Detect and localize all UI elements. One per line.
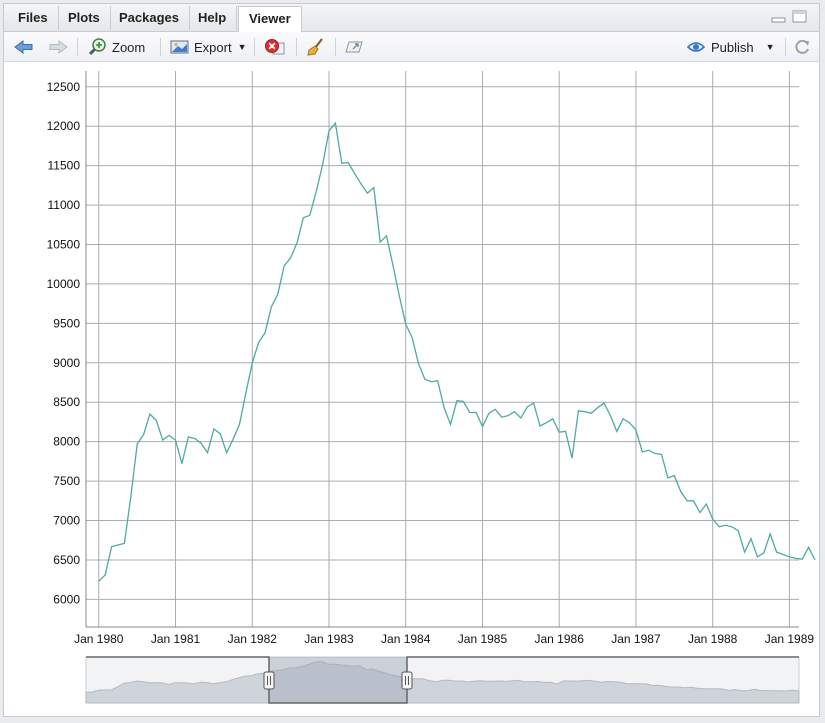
pane-tab-bar: Files Plots Packages Help Viewer (4, 4, 819, 32)
series-line (98, 121, 816, 582)
x-tick-label: Jan 1988 (688, 632, 738, 646)
range-outline (86, 656, 799, 704)
viewer-pane: Files Plots Packages Help Viewer Zoom (3, 3, 820, 717)
dygraph-chart[interactable]: 6000 6500 7000 7500 8000 8500 9000 9500 10000 105… (4, 62, 819, 712)
x-tick-label: Jan 1985 (458, 632, 508, 646)
y-tick-label: 8500 (53, 395, 80, 409)
x-tick-label: Jan 1980 (74, 632, 124, 646)
minimize-icon[interactable] (771, 10, 786, 23)
y-tick-label: 12500 (47, 80, 81, 94)
y-tick-label: 9000 (53, 356, 80, 370)
y-tick-label: 10000 (47, 277, 81, 291)
range-selected-window[interactable] (269, 657, 407, 703)
range-selector[interactable] (85, 656, 800, 704)
clear-broom-icon[interactable] (306, 37, 326, 57)
popout-icon[interactable] (344, 37, 364, 57)
tab-plots[interactable]: Plots (58, 6, 111, 30)
x-tick-label: Jan 1989 (765, 632, 815, 646)
y-tick-label: 12000 (47, 119, 81, 133)
tab-packages[interactable]: Packages (109, 6, 190, 30)
x-axis-tick-labels: Jan 1980 Jan 1981 Jan 1982 Jan 1983 Jan 1984… (74, 632, 814, 646)
x-tick-label: Jan 1981 (151, 632, 201, 646)
x-tick-label: Jan 1982 (228, 632, 278, 646)
viewer-toolbar: Zoom Export ▼ Publish ▼ (4, 32, 819, 62)
tab-help[interactable]: Help (188, 6, 238, 30)
chevron-down-icon: ▼ (237, 42, 247, 52)
export-label: Export (194, 39, 232, 55)
export-button[interactable]: Export ▼ (170, 37, 247, 57)
tab-files[interactable]: Files (8, 6, 59, 30)
x-tick-label: Jan 1983 (304, 632, 354, 646)
y-tick-label: 11500 (48, 159, 81, 173)
remove-plot-icon[interactable] (264, 37, 286, 57)
publish-button[interactable]: Publish ▼ (686, 37, 775, 57)
chart-grid (86, 71, 799, 627)
y-tick-label: 11000 (48, 198, 81, 212)
y-tick-label: 10500 (47, 238, 81, 252)
back-arrow-icon[interactable] (14, 37, 34, 57)
publish-label: Publish (711, 39, 754, 55)
range-handle[interactable] (263, 671, 275, 690)
chevron-down-icon: ▼ (765, 42, 775, 52)
range-overview-area (85, 660, 800, 704)
y-tick-label: 6500 (53, 553, 80, 567)
publish-icon (686, 39, 706, 55)
y-tick-label: 9500 (53, 316, 80, 330)
range-handle[interactable] (401, 671, 413, 690)
x-tick-label: Jan 1987 (611, 632, 661, 646)
forward-arrow-icon[interactable] (48, 37, 68, 57)
export-icon (170, 39, 190, 55)
y-tick-label: 8000 (53, 435, 80, 449)
y-axis-tick-labels: 6000 6500 7000 7500 8000 8500 9000 9500 10000 105… (47, 80, 81, 607)
y-tick-label: 7500 (53, 474, 80, 488)
x-tick-label: Jan 1984 (381, 632, 431, 646)
zoom-label: Zoom (112, 39, 146, 55)
zoom-button[interactable]: Zoom (88, 37, 145, 57)
x-tick-label: Jan 1986 (535, 632, 585, 646)
maximize-icon[interactable] (792, 10, 807, 23)
y-tick-label: 6000 (53, 592, 80, 606)
tab-viewer[interactable]: Viewer (238, 6, 302, 32)
refresh-icon[interactable] (792, 37, 812, 57)
y-tick-label: 7000 (53, 514, 80, 528)
zoom-icon (88, 38, 108, 56)
